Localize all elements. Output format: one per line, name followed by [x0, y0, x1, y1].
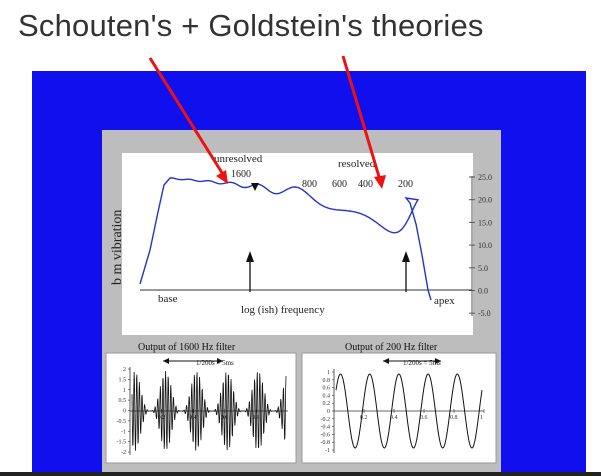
- filter1600-title: Output of 1600 Hz filter: [138, 342, 236, 353]
- y-tick-label: -2: [121, 450, 126, 456]
- filter1600-waveform: [131, 371, 287, 451]
- filter200-title: Output of 200 Hz filter: [345, 342, 438, 353]
- freq-label-1600: 1600: [231, 169, 251, 180]
- x-tick-label: 0.4: [189, 415, 197, 421]
- red-arrow-left: [148, 57, 226, 177]
- filter200-period-left-icon: [383, 358, 389, 364]
- slide-title: Schouten's + Goldstein's theories: [18, 8, 484, 43]
- x-axis-label: log (ish) frequency: [241, 304, 325, 316]
- y-tick-label: -1.5: [117, 440, 127, 446]
- arrow-1600-up-icon: [246, 251, 254, 262]
- y-tick-label: 0: [123, 409, 126, 415]
- base-label: base: [158, 293, 178, 305]
- y-tick-label: 0.6: [323, 386, 331, 392]
- main-plot-panel: [122, 153, 473, 335]
- freq-label-600: 600: [332, 179, 347, 190]
- unresolved-label: unresolved: [214, 153, 263, 165]
- filter200-panel: [301, 352, 497, 464]
- y-tick-label: 15.0: [478, 218, 492, 227]
- bottom-border: [0, 472, 601, 476]
- y-tick-label: 20.0: [478, 196, 492, 205]
- filter1600-period-left-icon: [163, 358, 169, 364]
- freq-label-800: 800: [302, 179, 317, 190]
- y-axis-label: b m vibration: [110, 210, 125, 285]
- filter200-period-label: 1/200s = 5ms: [403, 359, 441, 367]
- filter200-period-right-icon: [435, 358, 441, 364]
- y-tick-label: 5.0: [478, 264, 488, 273]
- filter1600-period-right-icon: [217, 358, 223, 364]
- y-tick-label: 0.4: [323, 393, 331, 399]
- x-tick-label: 0.6: [221, 415, 229, 421]
- y-tick-label: 1: [123, 388, 126, 394]
- y-tick-label: 0: [327, 409, 330, 415]
- y-tick-label: -1: [325, 448, 330, 454]
- marker-1600-icon: [251, 183, 259, 191]
- y-tick-label: 0.2: [323, 401, 331, 407]
- x-tick-label: 1: [480, 415, 483, 421]
- y-tick-label: -1: [121, 429, 126, 435]
- freq-label-200: 200: [398, 179, 413, 190]
- x-tick-label: 0.8: [450, 415, 458, 421]
- x-tick-label: 0.4: [390, 415, 398, 421]
- y-tick-label: 10.0: [478, 241, 492, 250]
- y-tick-label: 2: [123, 367, 126, 373]
- resolved-label: resolved: [338, 158, 376, 170]
- y-tick-label: 0.5: [119, 398, 127, 404]
- arrow-200-up-icon: [402, 251, 410, 262]
- y-tick-label: -0.6: [321, 432, 331, 438]
- freq-label-400: 400: [358, 179, 373, 190]
- y-axis-ticks: [469, 176, 475, 314]
- y-tick-label: 25.0: [478, 173, 492, 182]
- y-tick-label: 1: [327, 370, 330, 376]
- y-tick-label: -0.2: [321, 417, 331, 423]
- y-tick-label: -5.0: [478, 309, 491, 318]
- y-tick-label: -0.4: [321, 425, 331, 431]
- apex-label: apex: [434, 295, 455, 307]
- filter200-waveform: [335, 373, 483, 449]
- filter1600-period-label: 1/200s = 5ms: [196, 359, 234, 367]
- y-tick-label: -0.8: [321, 440, 331, 446]
- y-tick-label: -0.5: [117, 419, 127, 425]
- red-arrowhead-right-icon: [374, 175, 386, 189]
- y-tick-label: 0.0: [478, 287, 488, 296]
- red-arrow-right: [341, 55, 382, 181]
- x-tick-label: 0.2: [360, 415, 368, 421]
- basilar-membrane-curve: [139, 177, 432, 301]
- x-tick-label: 0.6: [420, 415, 428, 421]
- y-tick-label: 1.5: [119, 377, 127, 383]
- y-tick-label: 0.8: [323, 378, 331, 384]
- red-arrowhead-left-icon: [216, 170, 228, 184]
